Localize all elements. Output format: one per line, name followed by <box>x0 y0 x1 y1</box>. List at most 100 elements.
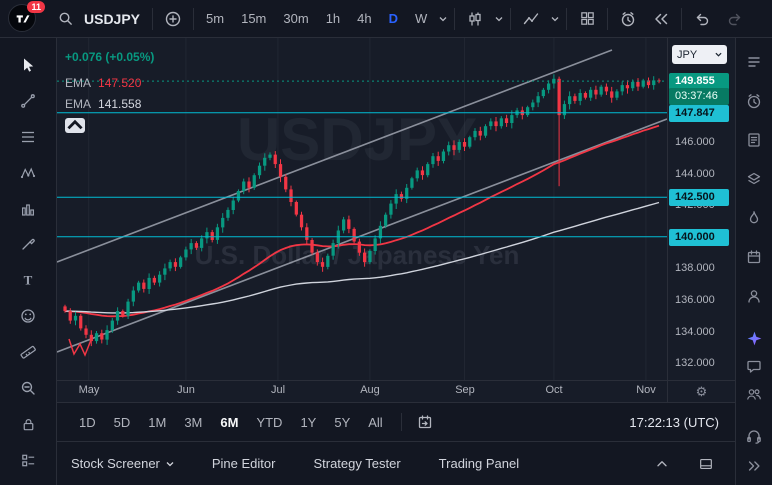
watchlist-icon[interactable] <box>741 51 767 74</box>
price-tick: 132.000 <box>675 357 715 369</box>
calendar-icon[interactable] <box>741 245 767 268</box>
range-1d[interactable]: 1D <box>79 414 96 430</box>
indicator-legend-ema-1[interactable]: EMA 147.520 <box>65 72 154 93</box>
undo-button[interactable] <box>689 6 715 32</box>
redo-button[interactable] <box>722 6 748 32</box>
object-tree-icon[interactable] <box>11 443 45 477</box>
measure-ruler-tool-icon[interactable] <box>11 335 45 369</box>
emoji-tool-icon[interactable] <box>11 299 45 333</box>
bar-countdown-badge: 03:37:46 <box>669 88 729 105</box>
right-sidebar-bottom <box>741 423 767 479</box>
chat-icon[interactable] <box>741 353 767 379</box>
range-1y[interactable]: 1Y <box>300 414 317 430</box>
strategy-tester-tab[interactable]: Strategy Tester <box>313 456 400 471</box>
axis-settings-gear-icon[interactable]: ⚙ <box>695 383 708 399</box>
indicator-legend-ema-2[interactable]: EMA 141.558 <box>65 93 154 114</box>
open-panel-chevron-up-icon[interactable] <box>649 451 675 477</box>
price-tick: 146.000 <box>675 136 715 148</box>
time-axis[interactable]: May Jun Jul Aug Sep Oct Nov <box>57 381 667 402</box>
axis-settings-corner[interactable]: ⚙ <box>667 381 735 402</box>
news-notes-icon[interactable] <box>741 129 767 152</box>
divider <box>566 7 568 30</box>
bar-replay-button[interactable] <box>648 6 674 32</box>
candle-style-button[interactable] <box>462 6 488 32</box>
range-3m[interactable]: 3M <box>184 414 203 430</box>
interval-5m[interactable]: 5m <box>206 11 225 26</box>
fib-retracement-tool-icon[interactable] <box>11 120 45 154</box>
divider <box>607 7 609 30</box>
ai-sparkle-icon[interactable] <box>741 325 767 351</box>
price-axis[interactable]: JPY 146.000144.000142.000138.000136.0001… <box>667 38 735 380</box>
chart-canvas[interactable]: USDJPY U.S. Dollar / Japanese Yen +0.076 … <box>57 38 667 380</box>
range-6m[interactable]: 6M <box>220 414 239 430</box>
hotlists-flame-icon[interactable] <box>741 206 767 229</box>
trading-panel-tab[interactable]: Trading Panel <box>439 456 519 471</box>
range-5y[interactable]: 5Y <box>334 414 351 430</box>
interval-30m[interactable]: 30m <box>283 11 309 26</box>
brush-tool-icon[interactable] <box>11 228 45 262</box>
indicators-button[interactable] <box>518 6 544 32</box>
indicator-value: 141.558 <box>98 96 142 111</box>
symbol-search-button[interactable]: USDJPY <box>47 3 145 35</box>
zoom-tool-icon[interactable] <box>11 371 45 405</box>
collapse-legend-button[interactable] <box>65 118 85 133</box>
date-range-toolbar: 1D 5D 1M 3M 6M YTD 1Y 5Y All 17:22:13 (U… <box>57 402 735 442</box>
divider <box>400 413 402 431</box>
ideas-person-icon[interactable] <box>741 284 767 307</box>
interval-15m[interactable]: 15m <box>241 11 267 26</box>
collapse-sidebar-chevrons-icon[interactable] <box>741 453 767 479</box>
layers-dom-icon[interactable] <box>741 168 767 191</box>
utc-clock[interactable]: 17:22:13 (UTC) <box>629 414 719 430</box>
range-ytd[interactable]: YTD <box>256 414 283 430</box>
interval-menu-chevron-icon[interactable] <box>439 15 447 23</box>
community-people-icon[interactable] <box>741 381 767 407</box>
alert-level-badge: 140.000 <box>669 229 729 246</box>
user-menu-button[interactable]: 11 <box>8 0 45 34</box>
divider <box>510 7 512 30</box>
maximize-panel-icon[interactable] <box>693 451 719 477</box>
layout-grid-button[interactable] <box>574 6 600 32</box>
pine-editor-tab[interactable]: Pine Editor <box>212 456 276 471</box>
tab-label: Trading Panel <box>438 456 520 471</box>
trend-line-tool-icon[interactable] <box>11 84 45 118</box>
right-sidebar <box>735 38 772 485</box>
alert-button[interactable] <box>615 6 641 32</box>
chart-column: USDJPY U.S. Dollar / Japanese Yen +0.076 … <box>57 38 735 485</box>
currency-label: JPY <box>677 48 698 61</box>
compare-add-symbol-button[interactable] <box>160 6 186 32</box>
interval-1w[interactable]: W <box>415 11 428 26</box>
top-toolbar: 11 USDJPY 5m 15m 30m 1h 4h D W <box>0 0 772 38</box>
chart-row: USDJPY U.S. Dollar / Japanese Yen +0.076 … <box>57 38 735 380</box>
forecast-tool-icon[interactable] <box>11 192 45 226</box>
indicators-chevron-icon[interactable] <box>551 15 559 23</box>
notification-badge: 11 <box>27 0 45 14</box>
range-5d[interactable]: 5D <box>113 414 131 430</box>
tab-label: Strategy Tester <box>313 456 401 471</box>
range-all[interactable]: All <box>368 414 383 430</box>
support-headset-icon[interactable] <box>741 423 767 449</box>
range-1m[interactable]: 1M <box>148 414 167 430</box>
drawing-toolbar-bottom <box>11 407 45 477</box>
alerts-clock-icon[interactable] <box>741 90 767 113</box>
interval-1d[interactable]: D <box>388 11 399 26</box>
chevron-down-icon <box>166 461 174 466</box>
interval-4h[interactable]: 4h <box>357 11 372 26</box>
text-tool-icon[interactable]: T <box>11 263 45 297</box>
currency-unit-dropdown[interactable]: JPY <box>672 45 727 64</box>
cursor-tool-icon[interactable] <box>11 48 45 82</box>
go-to-date-button[interactable] <box>412 409 438 435</box>
xabcd-pattern-tool-icon[interactable] <box>11 156 45 190</box>
lock-drawings-icon[interactable] <box>11 407 45 441</box>
divider <box>681 7 683 30</box>
symbol-name: USDJPY <box>84 10 141 27</box>
tab-label: Stock Screener <box>71 456 160 471</box>
candle-style-chevron-icon[interactable] <box>495 15 503 23</box>
chart-legend: +0.076 (+0.05%) EMA 147.520 EMA 141.558 <box>65 50 154 133</box>
drawing-toolbar: T <box>0 38 57 485</box>
stock-screener-tab[interactable]: Stock Screener <box>71 456 174 471</box>
interval-1h[interactable]: 1h <box>325 11 341 26</box>
price-tick: 134.000 <box>675 326 715 338</box>
svg-text:T: T <box>24 273 33 288</box>
indicator-label: EMA <box>65 75 92 90</box>
